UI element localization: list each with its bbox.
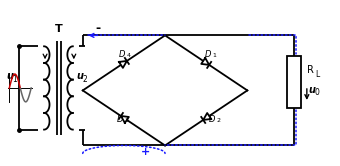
Text: +: +: [140, 147, 150, 157]
Text: u: u: [309, 85, 316, 95]
Text: 3: 3: [124, 118, 129, 124]
Text: -: -: [95, 22, 100, 35]
Text: u: u: [6, 71, 13, 81]
Text: D: D: [205, 50, 211, 59]
Text: R: R: [307, 65, 314, 75]
Text: 2: 2: [83, 75, 87, 83]
Text: L: L: [315, 70, 319, 79]
Text: 1: 1: [213, 53, 217, 58]
Text: D: D: [117, 115, 123, 124]
Text: u: u: [77, 71, 84, 81]
Text: D: D: [119, 50, 125, 59]
Text: D: D: [209, 115, 216, 124]
Bar: [287, 56, 301, 108]
Text: 2: 2: [217, 118, 221, 124]
Text: 0: 0: [315, 88, 320, 97]
Text: 4: 4: [126, 53, 130, 58]
Text: 1: 1: [12, 75, 17, 83]
Text: T: T: [55, 24, 63, 35]
